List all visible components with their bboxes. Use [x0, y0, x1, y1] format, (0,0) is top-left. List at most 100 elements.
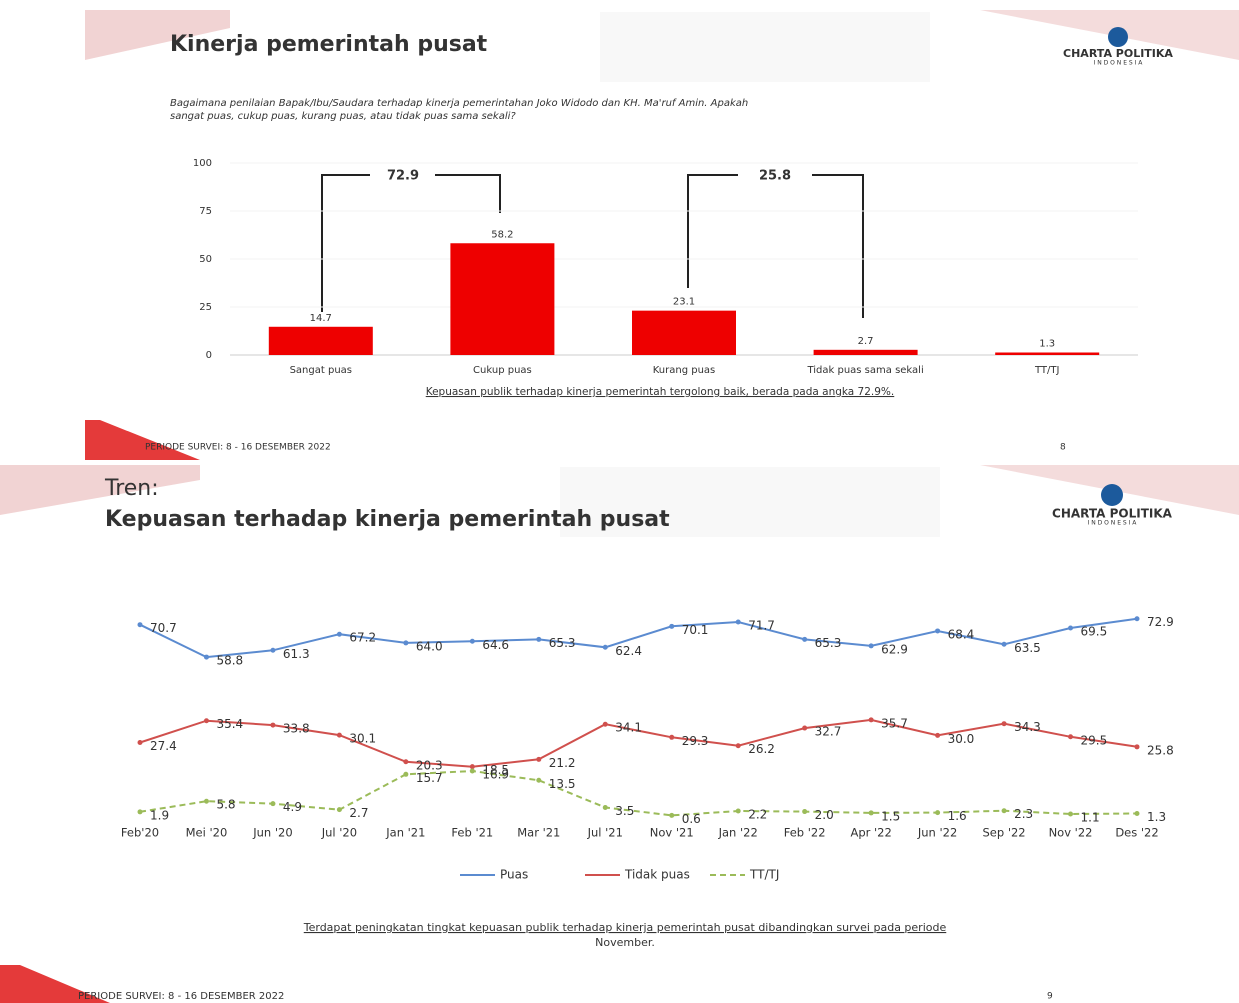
x-tick-label: TT/TJ [1034, 365, 1059, 376]
y-tick-label: 0 [206, 350, 212, 361]
point [868, 717, 874, 723]
y-tick-label: 75 [199, 206, 212, 217]
point [602, 644, 608, 650]
x-tick-label: Jul '21 [587, 826, 623, 840]
data-label: 58.2 [491, 229, 513, 240]
data-label: 63.5 [1014, 641, 1041, 655]
logo-country: I N D O N E S I A [1088, 520, 1138, 527]
data-label: 34.1 [615, 721, 642, 735]
bar [268, 326, 373, 355]
bar [632, 310, 736, 355]
bar [450, 243, 555, 355]
point [602, 721, 608, 727]
logo-name: CHARTA POLITIKA [1052, 507, 1173, 521]
x-tick-label: Nov '21 [650, 826, 694, 840]
data-label: 35.4 [216, 717, 243, 731]
point [1068, 811, 1074, 817]
data-label: 1.5 [881, 809, 900, 823]
question: Bagaimana penilaian Bapak/Ibu/Saudara te… [170, 98, 748, 109]
series-line [139, 617, 1138, 659]
x-tick-label: Tidak puas sama sekali [806, 365, 923, 376]
point [735, 619, 741, 625]
point [935, 810, 941, 816]
data-label: 67.2 [349, 631, 376, 645]
data-label: 33.8 [283, 722, 310, 736]
point [336, 732, 342, 738]
point [469, 638, 475, 644]
bracket [321, 174, 501, 312]
data-label: 68.4 [948, 627, 975, 641]
x-tick-label: Apr '22 [850, 826, 891, 840]
x-tick-label: Feb '22 [784, 826, 826, 840]
point [802, 809, 808, 815]
page-number: 8 [1060, 443, 1066, 453]
footer: PERIODE SURVEI: 8 - 16 DESEMBER 2022 [78, 991, 284, 1002]
point [669, 812, 675, 818]
point [203, 798, 209, 804]
data-label: 14.7 [310, 313, 332, 324]
point [203, 718, 209, 724]
data-label: 13.5 [549, 777, 576, 791]
data-label: 29.5 [1081, 733, 1108, 747]
point [735, 743, 741, 749]
point [802, 725, 808, 731]
series-line [139, 718, 1138, 768]
slide-title: Tren: [104, 476, 159, 501]
point [602, 804, 608, 810]
bar [995, 352, 1100, 355]
data-label: 0.6 [682, 812, 701, 826]
point [868, 643, 874, 649]
data-label: 2.3 [1014, 807, 1033, 821]
data-label: 1.3 [1147, 810, 1166, 824]
point [270, 801, 276, 807]
point [536, 636, 542, 642]
data-label: 2.0 [815, 808, 834, 822]
x-tick-label: Jun '22 [917, 826, 957, 840]
data-label: 1.6 [948, 809, 967, 823]
logo-country: I N D O N E S I A [1094, 60, 1144, 67]
decoration [0, 465, 200, 515]
slide-title: Kinerja pemerintah pusat [170, 32, 488, 57]
x-tick-label: Mei '20 [186, 826, 228, 840]
data-label: 64.0 [416, 639, 443, 653]
point [669, 623, 675, 629]
x-tick-label: Des '22 [1115, 826, 1158, 840]
data-label: 3.5 [615, 804, 634, 818]
point [403, 759, 409, 765]
slide-title: Kepuasan terhadap kinerja pemerintah pus… [105, 507, 670, 532]
point [469, 768, 475, 774]
x-tick-label: Sep '22 [983, 826, 1026, 840]
x-tick-label: Feb '21 [451, 826, 493, 840]
data-label: 62.9 [881, 642, 908, 656]
data-label: 5.8 [216, 798, 235, 812]
data-label: 64.6 [482, 638, 509, 652]
footer: PERIODE SURVEI: 8 - 16 DESEMBER 2022 [145, 443, 331, 453]
y-tick-label: 50 [199, 254, 212, 265]
x-tick-label: Jan '21 [385, 826, 425, 840]
data-label: 18.5 [482, 763, 509, 777]
data-label: 27.4 [150, 739, 177, 753]
point [137, 739, 143, 745]
point [1134, 616, 1140, 622]
data-label: 62.4 [615, 644, 642, 658]
point [1068, 625, 1074, 631]
decoration [600, 12, 930, 82]
data-label: 72.9 [1147, 615, 1174, 629]
point [1068, 734, 1074, 740]
data-label: 34.3 [1014, 720, 1041, 734]
x-tick-label: Cukup puas [473, 365, 532, 376]
point [1001, 641, 1007, 647]
data-label: 20.3 [416, 758, 443, 772]
point [137, 622, 143, 628]
y-tick-label: 25 [199, 302, 212, 313]
data-label: 2.2 [748, 808, 767, 822]
point [868, 810, 874, 816]
page-number: 9 [1047, 992, 1053, 1002]
y-tick-label: 100 [193, 158, 212, 169]
x-tick-label: Jul '20 [321, 826, 357, 840]
point [469, 764, 475, 770]
logo-icon [1101, 484, 1123, 506]
point [336, 807, 342, 813]
legend-label: Tidak puas [624, 868, 690, 882]
data-label: 65.3 [549, 636, 576, 650]
